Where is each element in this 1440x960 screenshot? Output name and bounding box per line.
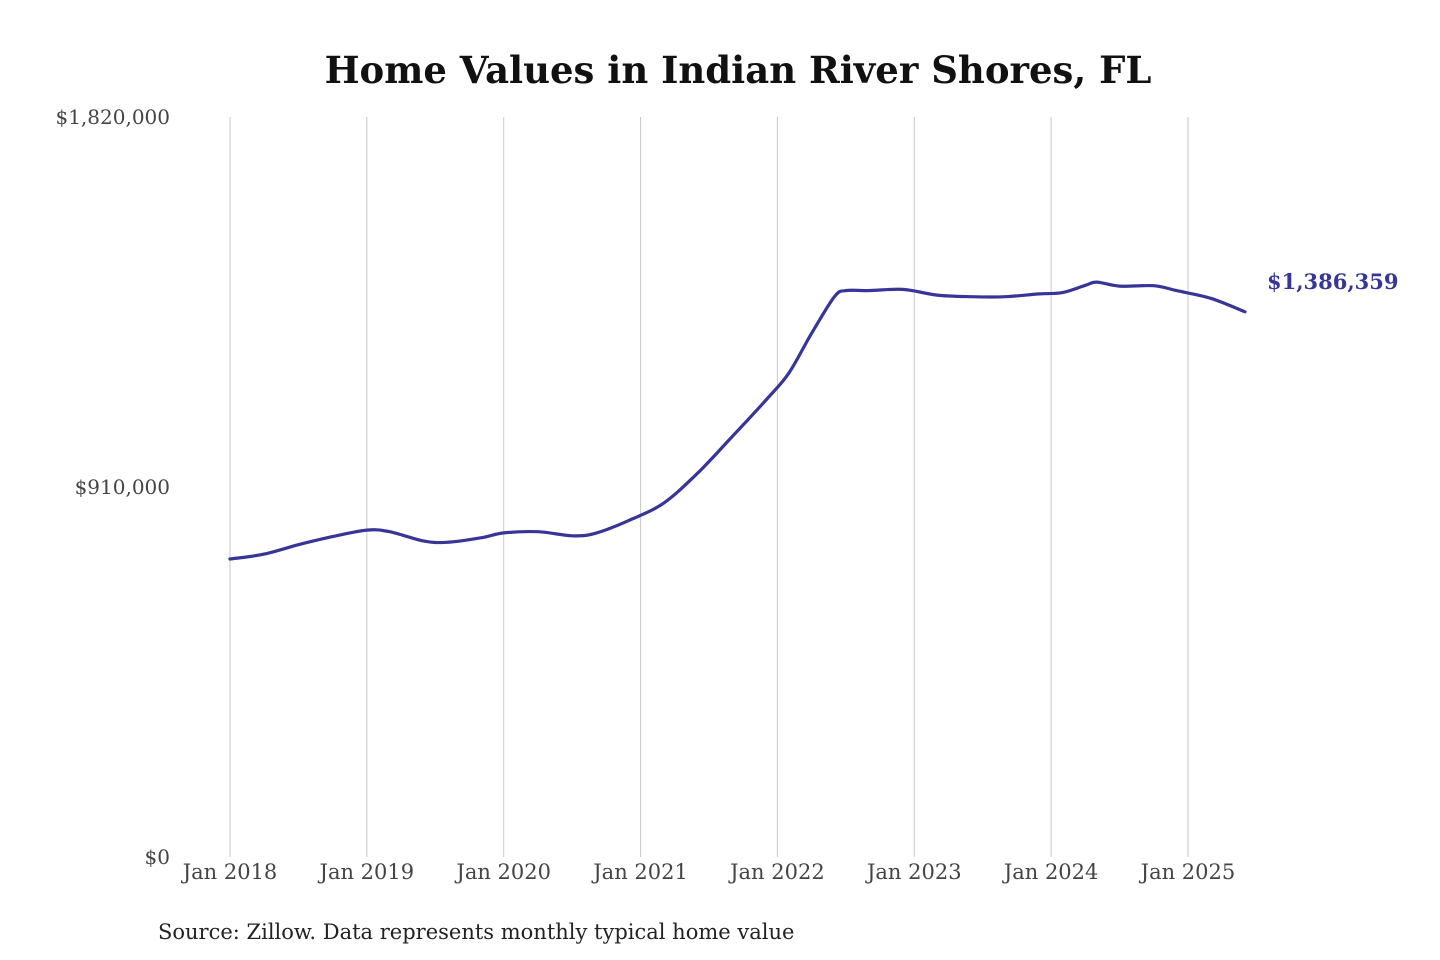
x-tick-label: Jan 2020 — [454, 860, 551, 884]
x-tick-label: Jan 2025 — [1139, 860, 1236, 884]
y-tick-label: $0 — [145, 845, 170, 869]
home-value-line — [228, 280, 1247, 561]
x-tick-label: Jan 2024 — [1002, 860, 1099, 884]
x-tick-label: Jan 2018 — [181, 860, 278, 884]
source-note: Source: Zillow. Data represents monthly … — [158, 920, 794, 944]
y-axis-ticks: $0 $910,000 $1,820,000 — [55, 105, 170, 869]
x-axis-ticks: Jan 2018 Jan 2019 Jan 2020 Jan 2021 Jan 2022… — [181, 860, 1236, 884]
gridlines — [229, 117, 1189, 857]
x-tick-label: Jan 2022 — [728, 860, 825, 884]
y-tick-label: $910,000 — [75, 475, 170, 499]
y-tick-label: $1,820,000 — [55, 105, 170, 129]
x-tick-label: Jan 2023 — [865, 860, 962, 884]
end-value-label: $1,386,359 — [1267, 269, 1399, 294]
x-tick-label: Jan 2019 — [318, 860, 415, 884]
x-tick-label: Jan 2021 — [591, 860, 688, 884]
chart-title: Home Values in Indian River Shores, FL — [325, 48, 1152, 92]
